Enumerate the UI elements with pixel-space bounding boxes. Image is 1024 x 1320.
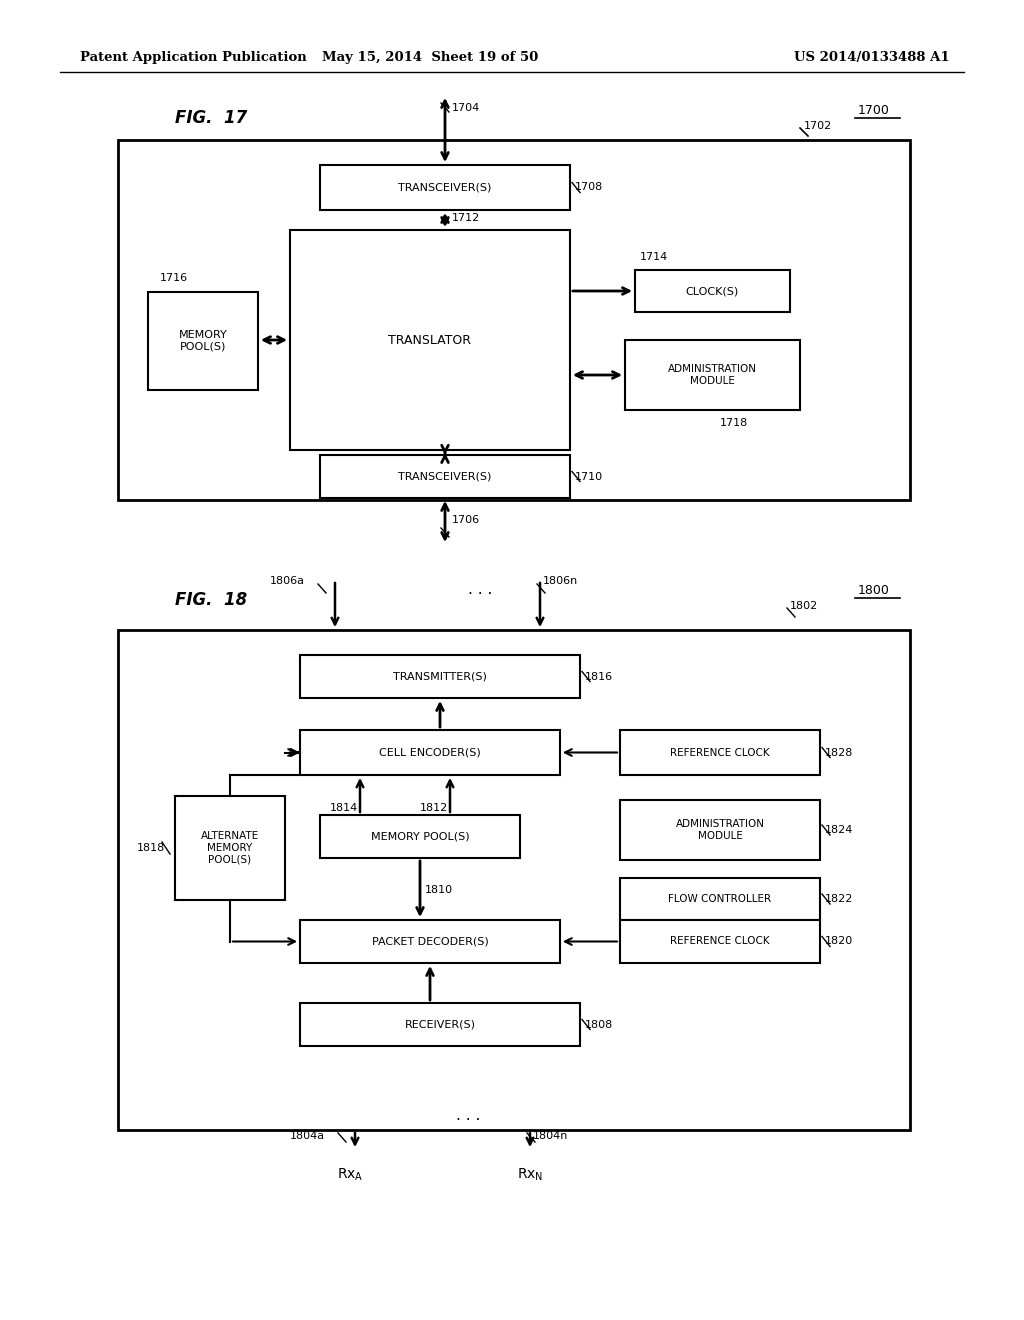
Bar bbox=[635, 271, 790, 312]
Text: PACKET DECODER(S): PACKET DECODER(S) bbox=[372, 936, 488, 946]
Text: 1708: 1708 bbox=[575, 182, 603, 193]
Text: MEMORY POOL(S): MEMORY POOL(S) bbox=[371, 832, 469, 842]
Text: . . .: . . . bbox=[456, 1107, 480, 1122]
Text: 1824: 1824 bbox=[825, 825, 853, 836]
Text: CELL ENCODER(S): CELL ENCODER(S) bbox=[379, 747, 481, 758]
Bar bbox=[620, 878, 820, 920]
Text: TRANSCEIVER(S): TRANSCEIVER(S) bbox=[398, 182, 492, 193]
Text: 1820: 1820 bbox=[825, 936, 853, 946]
Bar bbox=[118, 630, 910, 1130]
Text: MEMORY
POOL(S): MEMORY POOL(S) bbox=[178, 330, 227, 352]
Bar bbox=[620, 730, 820, 775]
Bar bbox=[175, 796, 285, 900]
Bar bbox=[625, 341, 800, 411]
Text: CLOCK(S): CLOCK(S) bbox=[686, 286, 739, 296]
Bar bbox=[620, 800, 820, 861]
Text: 1804n: 1804n bbox=[534, 1131, 568, 1140]
Text: REFERENCE CLOCK: REFERENCE CLOCK bbox=[670, 936, 770, 946]
Text: 1710: 1710 bbox=[575, 471, 603, 482]
Bar bbox=[319, 455, 570, 498]
Text: 1816: 1816 bbox=[585, 672, 613, 681]
Text: 1808: 1808 bbox=[585, 1019, 613, 1030]
Text: TRANSLATOR: TRANSLATOR bbox=[388, 334, 471, 346]
Text: 1818: 1818 bbox=[137, 843, 165, 853]
Text: ADMINISTRATION
MODULE: ADMINISTRATION MODULE bbox=[668, 364, 757, 385]
Text: TRANSMITTER(S): TRANSMITTER(S) bbox=[393, 672, 487, 681]
Text: FLOW CONTROLLER: FLOW CONTROLLER bbox=[669, 894, 771, 904]
Bar bbox=[319, 165, 570, 210]
Text: ADMINISTRATION
MODULE: ADMINISTRATION MODULE bbox=[676, 820, 765, 841]
Text: 1828: 1828 bbox=[825, 747, 853, 758]
Text: 1718: 1718 bbox=[720, 418, 749, 428]
Text: 1706: 1706 bbox=[452, 515, 480, 525]
Text: 1700: 1700 bbox=[858, 103, 890, 116]
Bar bbox=[148, 292, 258, 389]
Bar bbox=[620, 920, 820, 964]
Bar bbox=[300, 730, 560, 775]
Text: REFERENCE CLOCK: REFERENCE CLOCK bbox=[670, 747, 770, 758]
Text: $\mathrm{Rx}_\mathrm{N}$: $\mathrm{Rx}_\mathrm{N}$ bbox=[517, 1167, 543, 1183]
Text: 1714: 1714 bbox=[640, 252, 669, 261]
Text: RECEIVER(S): RECEIVER(S) bbox=[404, 1019, 475, 1030]
Text: 1812: 1812 bbox=[420, 803, 449, 813]
Text: TRANSCEIVER(S): TRANSCEIVER(S) bbox=[398, 471, 492, 482]
Text: 1822: 1822 bbox=[825, 894, 853, 904]
Text: US 2014/0133488 A1: US 2014/0133488 A1 bbox=[795, 51, 950, 65]
Text: 1802: 1802 bbox=[790, 601, 818, 611]
Text: FIG.  18: FIG. 18 bbox=[175, 591, 247, 609]
Text: Patent Application Publication: Patent Application Publication bbox=[80, 51, 307, 65]
Bar bbox=[118, 140, 910, 500]
Text: 1702: 1702 bbox=[804, 121, 833, 131]
Text: 1800: 1800 bbox=[858, 583, 890, 597]
Text: $\mathrm{Rx}_\mathrm{A}$: $\mathrm{Rx}_\mathrm{A}$ bbox=[337, 1167, 364, 1183]
Text: 1810: 1810 bbox=[425, 884, 454, 895]
Text: 1804a: 1804a bbox=[290, 1131, 325, 1140]
Bar bbox=[290, 230, 570, 450]
Text: FIG.  17: FIG. 17 bbox=[175, 110, 247, 127]
Text: 1806a: 1806a bbox=[270, 576, 305, 586]
Text: 1712: 1712 bbox=[452, 213, 480, 223]
Text: 1704: 1704 bbox=[452, 103, 480, 114]
Bar bbox=[300, 655, 580, 698]
Text: 1806n: 1806n bbox=[543, 576, 579, 586]
Bar bbox=[319, 814, 520, 858]
Text: 1814: 1814 bbox=[330, 803, 358, 813]
Bar bbox=[300, 920, 560, 964]
Text: May 15, 2014  Sheet 19 of 50: May 15, 2014 Sheet 19 of 50 bbox=[322, 51, 539, 65]
Bar bbox=[300, 1003, 580, 1045]
Text: ALTERNATE
MEMORY
POOL(S): ALTERNATE MEMORY POOL(S) bbox=[201, 832, 259, 865]
Text: . . .: . . . bbox=[468, 582, 493, 598]
Text: 1716: 1716 bbox=[160, 273, 188, 282]
